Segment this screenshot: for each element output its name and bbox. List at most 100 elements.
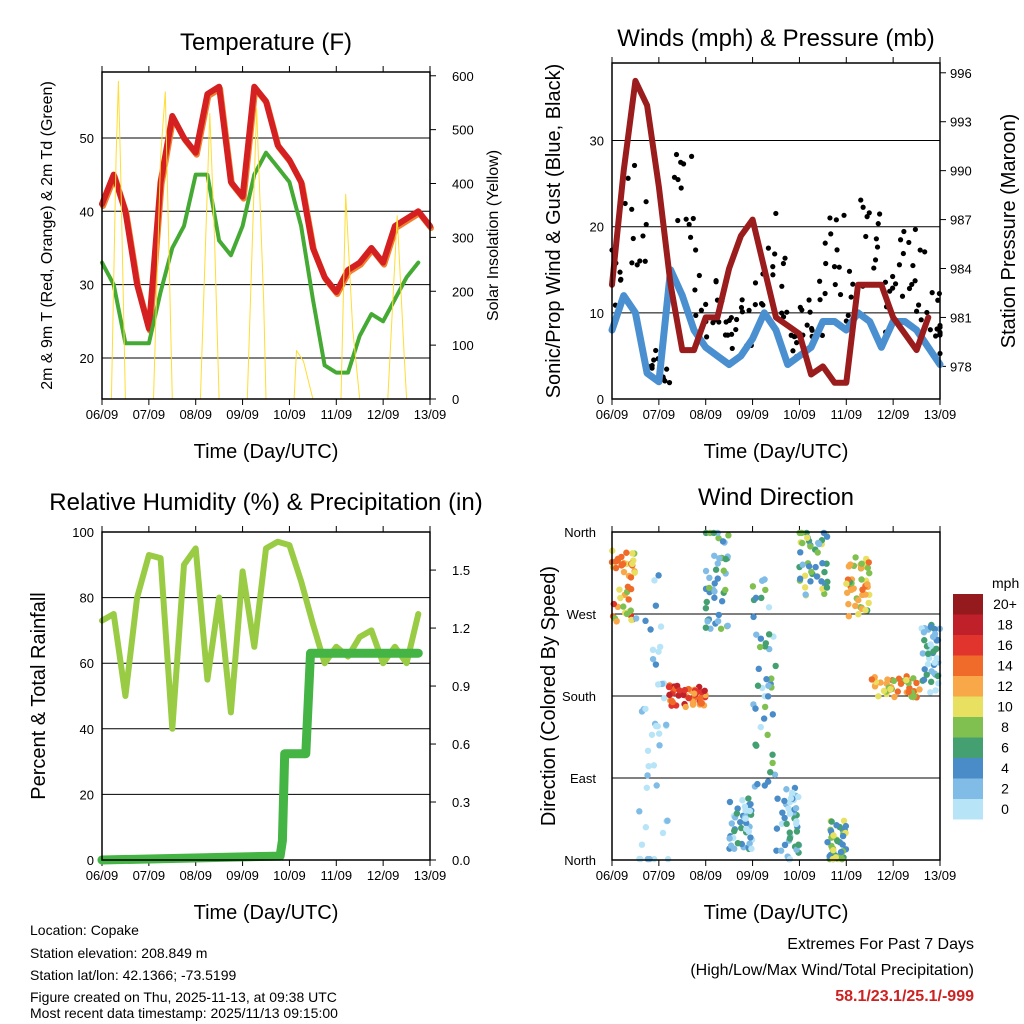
- gust-point: [797, 304, 803, 310]
- y2-tick-label: 0.0: [452, 853, 470, 868]
- y-tick-label: 20: [80, 787, 94, 802]
- gust-point: [678, 185, 684, 191]
- direction-point: [636, 808, 643, 815]
- direction-point: [654, 681, 662, 688]
- direction-point: [797, 549, 804, 556]
- direction-point: [655, 730, 663, 737]
- gust-point: [629, 206, 635, 212]
- gust-point: [874, 244, 881, 250]
- direction-point: [838, 855, 846, 863]
- direction-point: [711, 594, 718, 601]
- direction-point: [704, 618, 711, 625]
- gust-point: [807, 309, 813, 315]
- x-tick-label: 08/09: [689, 868, 722, 883]
- direction-point: [828, 818, 835, 825]
- direction-point: [864, 581, 871, 588]
- chart-title: Relative Humidity (%) & Precipitation (i…: [49, 489, 482, 516]
- direction-point: [862, 606, 869, 614]
- direction-point: [781, 797, 788, 805]
- direction-point: [734, 805, 741, 812]
- legend-swatch: [953, 676, 983, 697]
- gust-point: [625, 175, 631, 181]
- direction-point: [792, 805, 800, 812]
- x-tick-label: 07/09: [133, 868, 166, 883]
- x-tick-label: 06/09: [86, 407, 119, 422]
- direction-point: [843, 580, 850, 587]
- panel-1: Winds (mph) & Pressure (mb) Time (Day/UTC…: [543, 25, 1020, 463]
- gust-point: [873, 236, 879, 242]
- direction-point: [897, 680, 905, 687]
- x-tick-label: 06/09: [596, 868, 629, 883]
- legend-label: 12: [997, 678, 1013, 694]
- direction-point: [727, 842, 735, 849]
- direction-point: [711, 580, 718, 587]
- x-tick-label: 09/09: [226, 407, 259, 422]
- gust-point: [688, 153, 695, 159]
- series-2m-t: [99, 83, 433, 332]
- direction-point: [928, 668, 935, 675]
- y-tick-label: 20: [590, 220, 604, 235]
- direction-point: [625, 596, 632, 603]
- y-tick-label: 50: [80, 131, 94, 146]
- direction-point: [685, 694, 692, 702]
- direction-point: [631, 569, 638, 576]
- gust-point: [933, 333, 939, 339]
- y-tick-label: 80: [80, 591, 94, 606]
- direction-point: [623, 549, 630, 556]
- created-text: Figure created on Thu, 2025-11-13, at 09…: [30, 989, 337, 1005]
- direction-point: [927, 689, 934, 696]
- gust-point: [666, 380, 673, 386]
- gust-point: [733, 326, 739, 333]
- x-tick-label: 11/09: [830, 868, 862, 883]
- direction-point: [698, 699, 705, 707]
- y-tick-label: 0: [597, 392, 604, 407]
- gust-point: [845, 312, 851, 319]
- y2-tick-label: 0.3: [452, 795, 470, 810]
- direction-point: [859, 591, 866, 599]
- gust-point: [779, 283, 785, 289]
- gust-point: [728, 331, 735, 337]
- direction-point: [724, 622, 731, 629]
- direction-point: [657, 623, 665, 630]
- direction-point: [754, 780, 761, 788]
- direction-point: [753, 631, 760, 638]
- direction-point: [764, 693, 772, 700]
- legend-title: mph: [992, 575, 1019, 591]
- direction-point: [859, 586, 866, 593]
- direction-point: [752, 594, 760, 602]
- gust-point: [860, 204, 866, 210]
- direction-point: [781, 814, 788, 822]
- direction-point: [756, 643, 764, 651]
- x-tick-label: 10/09: [273, 407, 306, 422]
- direction-point: [731, 827, 738, 835]
- direction-point: [742, 815, 749, 822]
- direction-point: [669, 698, 676, 706]
- direction-point: [690, 690, 698, 697]
- gust-point: [649, 365, 655, 371]
- direction-point: [627, 585, 635, 593]
- extremes-values: 58.1/23.1/25.1/-999: [835, 988, 974, 1005]
- y2-tick-label: 0: [452, 392, 459, 407]
- legend-swatch: [953, 696, 983, 717]
- gust-point: [918, 317, 924, 323]
- y2-tick-label: 978: [950, 359, 972, 374]
- direction-point: [795, 793, 802, 801]
- gust-point: [693, 247, 699, 253]
- direction-point: [652, 602, 660, 609]
- gust-point: [892, 281, 899, 287]
- direction-point: [864, 564, 872, 572]
- x-tick-label: 10/09: [273, 868, 306, 883]
- series-2m-td: [100, 150, 421, 375]
- x-tick-label: 12/09: [367, 868, 400, 883]
- gust-point: [643, 221, 649, 228]
- direction-point: [855, 596, 862, 604]
- direction-point: [932, 687, 939, 694]
- recent-text: Most recent data timestamp: 2025/11/13 0…: [30, 1005, 338, 1021]
- x-tick-label: 08/09: [179, 868, 212, 883]
- direction-point: [613, 618, 620, 625]
- direction-point: [765, 604, 773, 611]
- gust-point: [809, 327, 815, 333]
- direction-point: [703, 598, 710, 606]
- direction-point: [891, 693, 898, 701]
- gust-point: [927, 327, 933, 333]
